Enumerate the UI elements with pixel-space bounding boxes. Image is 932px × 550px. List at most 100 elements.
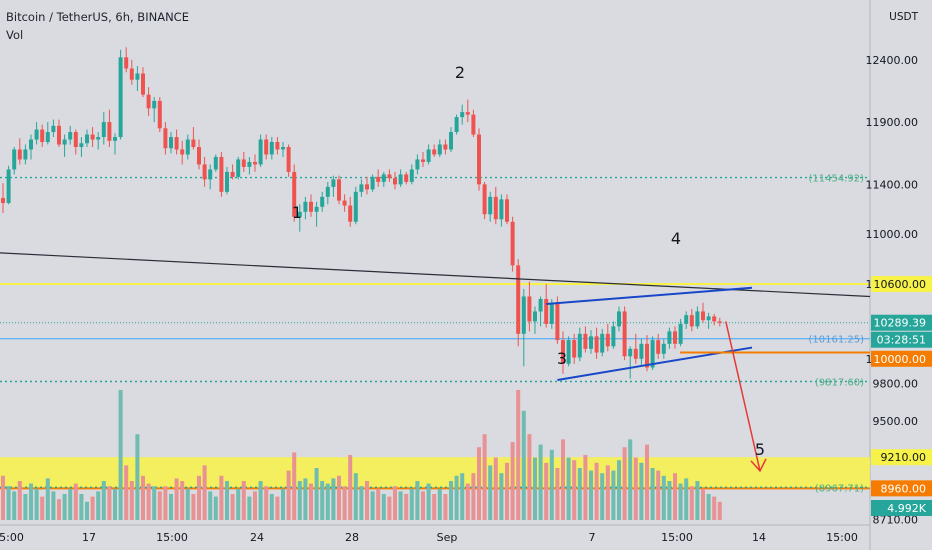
volume-bar <box>527 434 532 520</box>
price-tick-label: 8710.00 <box>873 513 919 526</box>
volume-bar <box>437 488 442 520</box>
volume-legend-label: Vol <box>6 28 24 42</box>
countdown-badge: 03:28:51 <box>877 334 926 347</box>
candle-body <box>359 184 364 192</box>
candle-body <box>521 296 526 334</box>
volume-bar <box>521 410 526 520</box>
volume-bar <box>393 486 397 520</box>
candle-body <box>23 149 28 160</box>
candle-body <box>17 149 22 160</box>
volume-bar <box>342 486 347 520</box>
volume-bar <box>157 491 162 520</box>
price-tick-label: 9800.00 <box>873 378 919 391</box>
volume-bar <box>628 439 633 520</box>
level-badge-10000-bg <box>871 350 932 367</box>
volume-bar <box>678 483 683 520</box>
wave-label-1: 1 <box>292 203 302 222</box>
volume-bar <box>314 468 319 520</box>
volume-bar <box>432 494 437 520</box>
volume-bar <box>370 491 375 520</box>
candle-body <box>297 211 302 217</box>
candle-body <box>701 311 705 321</box>
candle-body <box>561 340 565 364</box>
volume-bar <box>337 475 341 520</box>
candle-body <box>365 184 369 190</box>
target-arrow-shaft <box>725 321 761 472</box>
candle-body <box>40 129 45 143</box>
volume-bar <box>695 481 700 520</box>
time-tick-label: 24 <box>250 531 264 544</box>
candle-body <box>292 171 297 217</box>
candle-body <box>465 112 470 115</box>
volume-bar <box>163 486 168 520</box>
candle-body <box>673 331 677 344</box>
candle-body <box>202 164 207 180</box>
price-axis-area[interactable] <box>870 0 932 550</box>
volume-bar <box>583 455 588 520</box>
time-tick-label: 15:00 <box>156 531 188 544</box>
candle-body <box>409 169 414 182</box>
volume-bar <box>141 475 145 520</box>
volume-bar <box>62 494 67 520</box>
candle-body <box>180 149 185 155</box>
volume-bar <box>213 496 218 520</box>
volume-bar <box>12 491 17 520</box>
candle-body <box>348 205 353 222</box>
volume-bar <box>684 478 689 520</box>
volume-bar <box>253 491 257 520</box>
candle-body <box>432 149 437 155</box>
candle-body <box>449 132 453 150</box>
candle-body <box>286 146 291 172</box>
volume-bar <box>185 488 190 520</box>
candle-body <box>236 159 241 177</box>
level-badge-9210-bg <box>871 449 932 466</box>
candle-body <box>247 161 252 167</box>
candle-body <box>477 134 481 185</box>
candle-body <box>628 348 633 357</box>
volume-bar <box>275 496 280 520</box>
candle-body <box>533 311 537 322</box>
volume-bar <box>566 457 571 520</box>
candle-body <box>689 315 694 327</box>
volume-bar <box>169 494 173 520</box>
level-badge-10000: 10000.00 <box>874 353 927 366</box>
candle-body <box>577 333 582 358</box>
volume-bar <box>555 468 560 520</box>
volume-bar <box>269 494 274 520</box>
last-price-badge-bg <box>871 314 932 331</box>
volume-bar <box>381 494 386 520</box>
candle-body <box>197 146 201 165</box>
volume-bar <box>421 491 425 520</box>
volume-bar <box>667 481 672 520</box>
volume-bar <box>661 475 666 520</box>
volume-bar <box>230 494 235 520</box>
time-tick-label: 28 <box>345 531 359 544</box>
volume-bar <box>650 468 655 520</box>
candle-body <box>135 73 140 80</box>
candle-body <box>633 348 638 359</box>
volume-bar <box>589 470 593 520</box>
time-tick-label: Sep <box>437 531 458 544</box>
trend-line <box>0 252 871 298</box>
candle-body <box>645 343 649 368</box>
price-tick-label: 11900.00 <box>866 116 919 129</box>
candle-body <box>141 73 145 95</box>
volume-bar <box>398 491 403 520</box>
volume-bar <box>359 486 364 520</box>
time-tick-label: 15:00 <box>661 531 693 544</box>
volume-bar <box>594 462 599 520</box>
candle-body <box>113 137 117 141</box>
volume-bar <box>717 501 722 520</box>
volume-bar <box>197 475 201 520</box>
level-label: (11454.92) <box>808 174 864 185</box>
candle-body <box>656 340 661 354</box>
candle-body <box>191 139 196 147</box>
volume-bar <box>174 478 179 520</box>
last-price-badge: 10289.39 <box>874 317 927 330</box>
candle-body <box>85 134 89 144</box>
volume-bar <box>219 475 224 520</box>
candle-body <box>454 117 459 133</box>
price-tick-label: 11400.00 <box>866 178 919 191</box>
candle-body <box>499 199 504 220</box>
